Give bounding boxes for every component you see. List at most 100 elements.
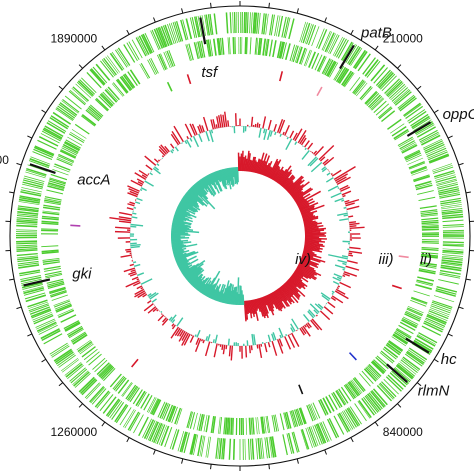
- cds-forward-mark: [393, 89, 411, 105]
- cds-reverse-mark: [318, 56, 327, 73]
- gc-content-bar: [347, 260, 358, 264]
- cds-forward-mark: [21, 282, 43, 289]
- gc-skew-bar: [183, 195, 200, 208]
- cds-reverse-mark: [64, 321, 81, 331]
- cds-forward-mark: [340, 411, 352, 431]
- cds-forward-mark: [19, 271, 41, 277]
- cds-reverse-mark: [332, 391, 343, 408]
- gc-content-bar: [194, 338, 202, 352]
- cds-forward-mark: [19, 196, 41, 202]
- gc-skew-bar: [298, 201, 310, 209]
- cds-forward-mark: [301, 429, 310, 450]
- cds-forward-mark: [42, 128, 62, 140]
- cds-forward-mark: [64, 362, 82, 376]
- axis-tick: [41, 109, 47, 114]
- cds-reverse-mark: [42, 259, 60, 263]
- cds-reverse-mark: [281, 42, 287, 60]
- gc-skew-bar: [171, 228, 188, 232]
- cds-forward-mark: [439, 269, 461, 275]
- gc-skew-bar: [187, 267, 204, 282]
- gc-content-bar: [321, 294, 330, 302]
- cds-forward-mark: [402, 356, 421, 371]
- cds-reverse-mark: [342, 71, 354, 87]
- cds-forward-mark: [217, 437, 221, 459]
- cds-reverse-mark: [228, 417, 231, 435]
- cds-forward-mark: [269, 14, 274, 36]
- cds-reverse-mark: [48, 180, 66, 187]
- cds-forward-mark: [84, 382, 100, 399]
- gc-content-bar: [291, 318, 299, 330]
- gc-skew-bar: [251, 299, 256, 315]
- cds-forward-mark: [385, 376, 402, 392]
- gc-content-bar: [119, 211, 133, 216]
- cds-forward-mark: [197, 15, 203, 37]
- cds-forward-mark: [442, 254, 464, 257]
- cds-forward-mark: [424, 142, 444, 152]
- cds-reverse-mark: [207, 39, 212, 57]
- gene-label-oppC: oppC: [443, 106, 474, 123]
- gc-skew-bar: [304, 240, 320, 244]
- cds-reverse-mark: [87, 107, 102, 120]
- cds-forward-mark: [426, 313, 447, 324]
- gc-content-bar: [131, 276, 139, 281]
- gc-skew-bar: [171, 230, 186, 233]
- axis-tick: [465, 191, 471, 194]
- cds-reverse-mark: [340, 386, 352, 402]
- gc-skew-bar: [256, 159, 262, 174]
- gc-skew-bar: [277, 288, 288, 302]
- cds-reverse-mark: [311, 52, 320, 70]
- cds-reverse-mark: [261, 416, 266, 434]
- gc-content-bar: [126, 207, 134, 211]
- gc-content-bar: [311, 151, 314, 154]
- gc-skew-bar: [171, 244, 185, 248]
- cds-forward-mark: [442, 248, 464, 251]
- cds-forward-mark: [16, 224, 38, 228]
- cds-reverse-mark: [127, 71, 138, 87]
- cds-reverse-mark: [71, 332, 87, 343]
- gc-content-bar: [204, 341, 211, 357]
- gc-skew-bar: [248, 159, 252, 172]
- gc-skew-bar: [304, 225, 324, 229]
- cds-reverse-mark: [305, 50, 313, 67]
- gc-skew-bar: [254, 158, 261, 174]
- gc-skew-bar: [221, 169, 228, 186]
- gc-skew-bar: [213, 283, 222, 301]
- gc-content-bar: [160, 310, 163, 313]
- cds-forward-mark: [440, 202, 462, 206]
- cds-forward-mark: [371, 390, 386, 407]
- cds-reverse-mark: [359, 373, 371, 387]
- cds-forward-mark: [401, 358, 419, 372]
- gc-content-bar: [278, 119, 286, 134]
- gc-skew-ring: [170, 150, 327, 322]
- cds-reverse-mark: [250, 417, 253, 435]
- cds-forward-mark: [428, 310, 449, 320]
- gc-skew-bar: [219, 169, 227, 189]
- gc-content-bar: [145, 164, 153, 171]
- gc-content-bar: [171, 323, 175, 327]
- gc-content-bar: [279, 334, 282, 339]
- cds-forward-mark: [75, 83, 92, 99]
- cds-forward-mark: [387, 82, 404, 98]
- cds-reverse-mark: [379, 352, 394, 364]
- cds-reverse-mark: [353, 80, 365, 95]
- gc-content-bar: [130, 223, 144, 227]
- cds-reverse-mark: [115, 79, 128, 94]
- cds-reverse-mark: [421, 240, 439, 243]
- cds-reverse-mark: [67, 327, 84, 338]
- cds-reverse-mark: [76, 339, 91, 351]
- gc-content-bar: [317, 303, 324, 309]
- gc-skew-bar: [171, 232, 189, 235]
- cds-forward-mark: [373, 67, 388, 84]
- cds-forward-mark: [59, 102, 78, 116]
- cds-reverse-mark: [54, 163, 71, 171]
- gc-content-bar: [171, 324, 176, 330]
- cds-reverse-mark: [161, 403, 169, 420]
- cds-forward-mark: [370, 64, 386, 82]
- gc-skew-bar: [208, 283, 217, 298]
- gc-skew-bar: [202, 283, 211, 295]
- gc-skew-bar: [183, 259, 206, 277]
- gc-content-bar: [334, 290, 349, 300]
- gc-skew-bar: [172, 247, 183, 252]
- cds-reverse-mark: [49, 178, 66, 185]
- cds-forward-mark: [435, 176, 457, 183]
